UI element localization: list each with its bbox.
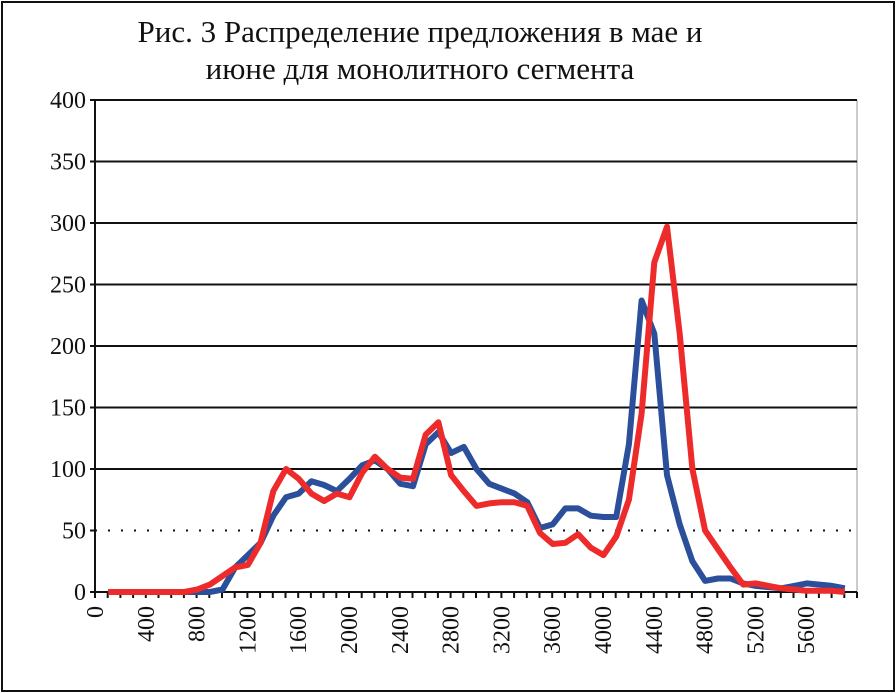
y-tick-label: 400 — [50, 88, 86, 114]
y-tick-label: 300 — [50, 211, 86, 237]
chart-title-line-1: Рис. 3 Распределение предложения в мае и — [137, 14, 703, 49]
y-tick-label: 200 — [50, 334, 86, 360]
x-tick-label: 400 — [134, 606, 160, 642]
x-tick-label: 4000 — [591, 606, 617, 654]
x-tick-label: 2400 — [388, 606, 414, 654]
x-tick-label: 1200 — [235, 606, 261, 654]
y-tick-label: 350 — [50, 150, 86, 176]
x-tick-label: 2800 — [439, 606, 465, 654]
y-tick-label: 0 — [74, 580, 86, 606]
x-tick-label: 1600 — [286, 606, 312, 654]
x-tick-label: 3600 — [540, 606, 566, 654]
y-tick-label: 150 — [50, 396, 86, 422]
x-tick-label: 4400 — [642, 606, 668, 654]
y-tick-label: 250 — [50, 273, 86, 299]
x-tick-label: 2000 — [337, 606, 363, 654]
y-tick-label: 50 — [62, 519, 86, 545]
y-tick-label: 100 — [50, 457, 86, 483]
x-tick-label: 4800 — [693, 606, 719, 654]
x-tick-label: 0 — [83, 606, 109, 618]
x-tick-label: 3200 — [489, 606, 515, 654]
series-line-june — [108, 223, 846, 595]
series-line-may — [108, 297, 846, 595]
x-tick-label: 800 — [185, 606, 211, 642]
chart-title-line-2: июне для монолитного сегмента — [205, 51, 635, 86]
x-tick-label: 5200 — [743, 606, 769, 654]
x-tick-label: 5600 — [794, 606, 820, 654]
